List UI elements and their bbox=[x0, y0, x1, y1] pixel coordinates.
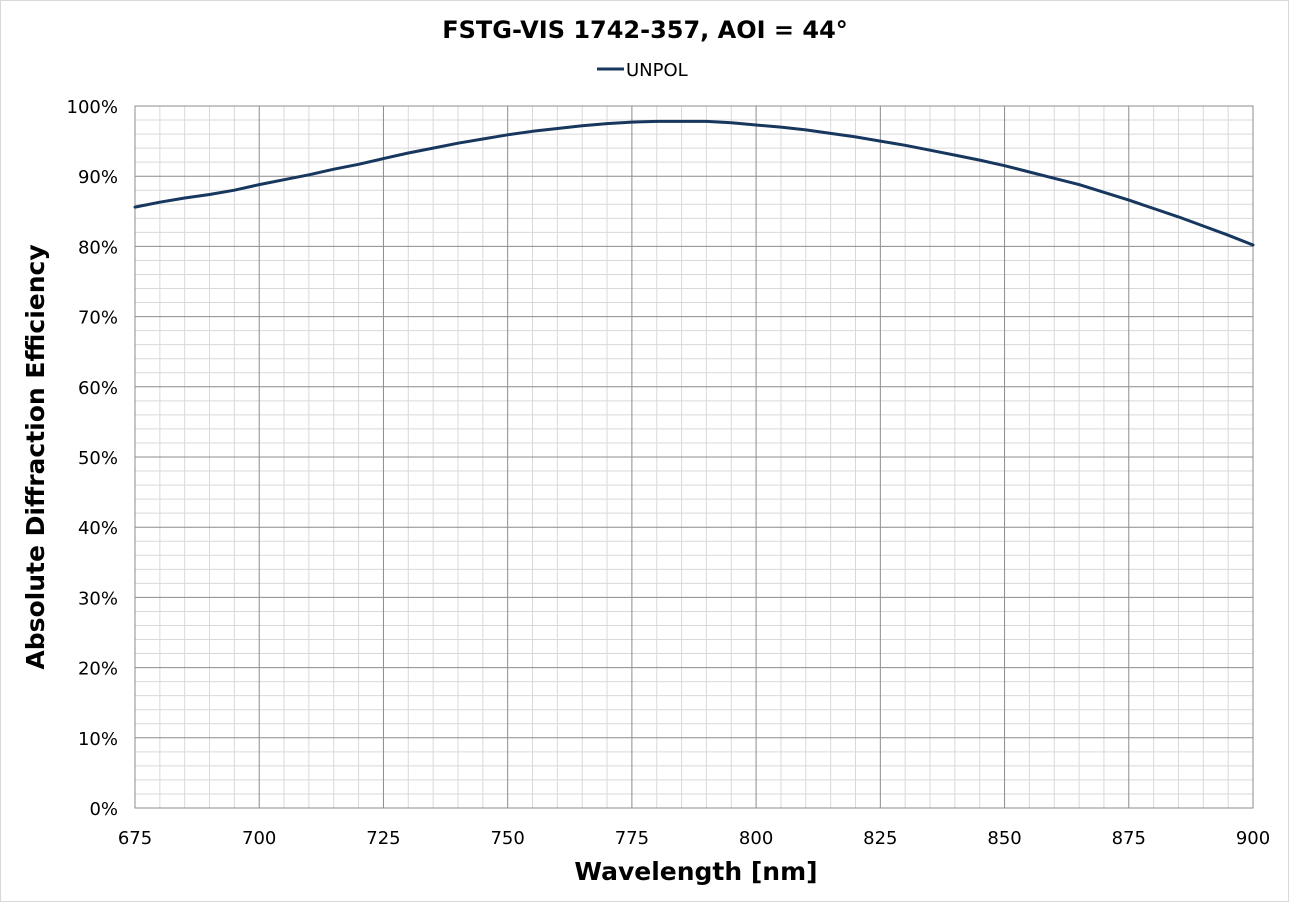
y-tick-label: 0% bbox=[89, 799, 118, 820]
y-tick-label: 80% bbox=[78, 237, 118, 258]
y-tick-label: 70% bbox=[78, 308, 118, 329]
y-tick-label: 10% bbox=[78, 729, 118, 750]
x-tick-label: 900 bbox=[1236, 828, 1270, 849]
y-tick-label: 100% bbox=[67, 97, 118, 118]
x-tick-label: 825 bbox=[863, 828, 897, 849]
plot-area-border bbox=[134, 105, 1254, 809]
x-tick-label: 750 bbox=[490, 828, 524, 849]
y-tick-label: 40% bbox=[78, 518, 118, 539]
y-tick-label: 20% bbox=[78, 659, 118, 680]
x-tick-label: 675 bbox=[118, 828, 152, 849]
y-tick-label: 90% bbox=[78, 167, 118, 188]
x-axis-label: Wavelength [nm] bbox=[574, 857, 817, 886]
chart-title: FSTG-VIS 1742-357, AOI = 44° bbox=[442, 16, 848, 44]
series-line-unpol bbox=[133, 119, 1255, 247]
major-grid bbox=[134, 105, 1254, 809]
y-tick-label: 60% bbox=[78, 378, 118, 399]
y-tick-labels: 0% 10% 20% 30% 40% 50% 60% 70% 80% 90% 100% bbox=[67, 97, 118, 820]
y-tick-label: 30% bbox=[78, 588, 118, 609]
legend-label-unpol: UNPOL bbox=[626, 60, 688, 81]
legend: UNPOL bbox=[597, 60, 688, 81]
x-tick-label: 725 bbox=[366, 828, 400, 849]
x-tick-label: 700 bbox=[242, 828, 276, 849]
series-layer bbox=[133, 119, 1255, 247]
x-tick-label: 800 bbox=[739, 828, 773, 849]
x-tick-labels: 675 700 725 750 775 800 825 850 875 900 bbox=[118, 828, 1270, 849]
y-tick-label: 50% bbox=[78, 448, 118, 469]
x-tick-label: 775 bbox=[615, 828, 649, 849]
x-tick-label: 875 bbox=[1112, 828, 1146, 849]
x-tick-label: 850 bbox=[987, 828, 1021, 849]
y-axis-label: Absolute Diffraction Efficiency bbox=[21, 244, 50, 669]
